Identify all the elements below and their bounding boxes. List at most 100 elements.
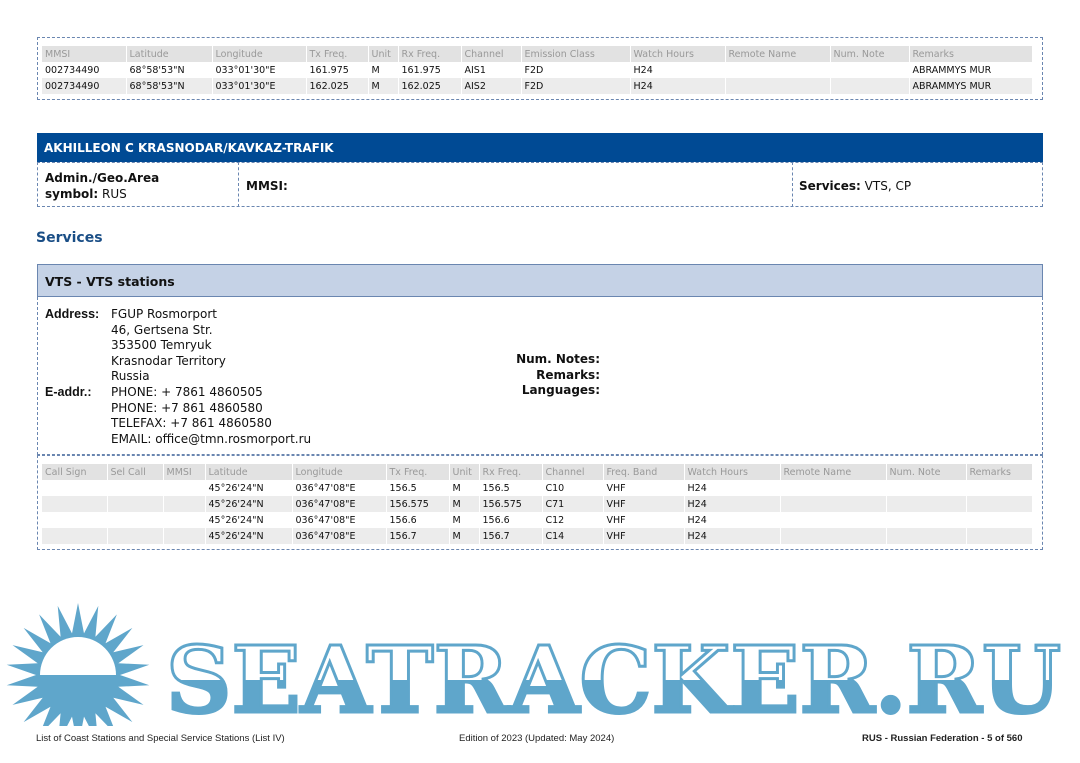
table-cell: 45°26'24"N — [205, 512, 293, 528]
text-line: TELEFAX: +7 861 4860580 — [111, 416, 272, 431]
column-header: Emission Class — [521, 46, 631, 62]
table-cell — [780, 480, 887, 496]
table-cell — [107, 528, 164, 544]
column-header: MMSI — [163, 464, 206, 480]
table-cell: H24 — [630, 78, 726, 94]
table-cell: M — [449, 512, 480, 528]
table-cell: 002734490 — [42, 78, 127, 94]
symbol-value: RUS — [102, 187, 127, 201]
table-cell: M — [449, 528, 480, 544]
table-cell — [107, 480, 164, 496]
table-cell — [780, 528, 887, 544]
table-cell: 156.5 — [479, 480, 543, 496]
table-cell: 162.025 — [306, 78, 369, 94]
table-row: 45°26'24"N 036°47'08"E 156.575 M 156.575 C71 V… — [42, 496, 1033, 512]
station-info-row — [37, 162, 1043, 207]
text-line: FGUP Rosmorport — [111, 307, 217, 321]
vts-station-table: Call Sign Sel Call MMSI Latitude Longitude Tx… — [42, 464, 1033, 544]
table-cell — [725, 62, 831, 78]
column-header: Rx Freq. — [398, 46, 462, 62]
services-heading: Services — [36, 230, 103, 246]
sun-icon — [6, 603, 150, 726]
address-label: Address: — [45, 307, 100, 321]
table-cell: 45°26'24"N — [205, 496, 293, 512]
table-cell — [966, 480, 1033, 496]
column-header: Watch Hours — [684, 464, 781, 480]
table-cell: 68°58'53"N — [126, 78, 213, 94]
column-header: Remote Name — [725, 46, 831, 62]
services-field: Services: VTS, CP — [799, 178, 911, 194]
table-header-row: MMSI Latitude Longitude Tx Freq. Unit Rx Freq… — [42, 46, 1033, 62]
table-cell: VHF — [603, 496, 685, 512]
table-cell: ABRAMMYS MUR — [909, 78, 1033, 94]
table-cell: AIS2 — [461, 78, 522, 94]
table-cell: H24 — [684, 480, 781, 496]
table-cell: 002734490 — [42, 62, 127, 78]
table-cell — [780, 496, 887, 512]
table-cell: 156.575 — [479, 496, 543, 512]
table-cell: M — [449, 480, 480, 496]
table-cell: C10 — [542, 480, 604, 496]
column-header: Unit — [368, 46, 399, 62]
footer-right: RUS - Russian Federation - 5 of 560 — [862, 733, 1023, 744]
table-cell: 156.7 — [479, 528, 543, 544]
text-line: Krasnodar Territory — [111, 353, 226, 368]
table-cell — [966, 496, 1033, 512]
table-cell: H24 — [684, 496, 781, 512]
table-cell — [163, 496, 206, 512]
column-header: Tx Freq. — [386, 464, 450, 480]
column-header: Channel — [542, 464, 604, 480]
table-cell: H24 — [630, 62, 726, 78]
table-cell: ABRAMMYS MUR — [909, 62, 1033, 78]
column-header: Longitude — [292, 464, 387, 480]
table-cell: C12 — [542, 512, 604, 528]
eaddr-lines: PHONE: + 7861 4860505 PHONE: +7 861 48605… — [111, 385, 311, 447]
table-cell: 162.025 — [398, 78, 462, 94]
table-cell — [42, 512, 108, 528]
column-header: Remarks — [966, 464, 1033, 480]
admin-label: Admin./Geo.Area — [45, 171, 160, 185]
table-header-row: Call Sign Sel Call MMSI Latitude Longitude Tx… — [42, 464, 1033, 480]
column-header: Tx Freq. — [306, 46, 369, 62]
table-cell — [830, 62, 910, 78]
table-row: 002734490 68°58'53"N 033°01'30"E 162.025 M 16… — [42, 78, 1033, 94]
column-header: Sel Call — [107, 464, 164, 480]
table-cell: 036°47'08"E — [292, 496, 387, 512]
table-cell: H24 — [684, 512, 781, 528]
footer-center: Edition of 2023 (Updated: May 2024) — [459, 733, 615, 744]
table-cell — [725, 78, 831, 94]
notes-labels: Num. Notes: Remarks: Languages: — [440, 352, 600, 399]
watermark-text: SEATRACKER.RU — [166, 626, 1061, 726]
table-cell: VHF — [603, 528, 685, 544]
mmsi-field: MMSI: — [246, 178, 288, 194]
text-line: 353500 Temryuk — [111, 338, 212, 353]
table-cell: 156.5 — [386, 480, 450, 496]
table-cell: 033°01'30"E — [212, 62, 307, 78]
column-header: Freq. Band — [603, 464, 685, 480]
mmsi-label: MMSI: — [246, 179, 288, 193]
languages-label: Languages: — [521, 383, 600, 398]
table-cell — [966, 528, 1033, 544]
column-header: Remarks — [909, 46, 1033, 62]
table-cell — [42, 496, 108, 512]
text-line: Russia — [111, 369, 150, 384]
column-header: Watch Hours — [630, 46, 726, 62]
vts-address-box — [37, 297, 1043, 455]
top-table-box — [37, 37, 1043, 100]
vts-table-box — [37, 455, 1043, 550]
table-cell: 036°47'08"E — [292, 480, 387, 496]
top-station-table: MMSI Latitude Longitude Tx Freq. Unit Rx Freq… — [42, 46, 1033, 94]
table-cell: 68°58'53"N — [126, 62, 213, 78]
column-header: Call Sign — [42, 464, 108, 480]
table-cell: H24 — [684, 528, 781, 544]
column-header: MMSI — [42, 46, 127, 62]
table-row: 002734490 68°58'53"N 033°01'30"E 161.975 M 16… — [42, 62, 1033, 78]
column-header: Unit — [449, 464, 480, 480]
table-cell — [163, 512, 206, 528]
text-line: PHONE: +7 861 4860580 — [111, 400, 263, 415]
station-title-bar: AKHILLEON C KRASNODAR/KAVKAZ-TRAFIK — [37, 133, 1043, 162]
table-row: 45°26'24"N 036°47'08"E 156.5 M 156.5 C10 VHF H2… — [42, 480, 1033, 496]
table-cell — [830, 78, 910, 94]
symbol-label: symbol: — [45, 187, 99, 201]
seatracker-watermark-logo: SEATRACKER.RU — [6, 603, 1063, 726]
